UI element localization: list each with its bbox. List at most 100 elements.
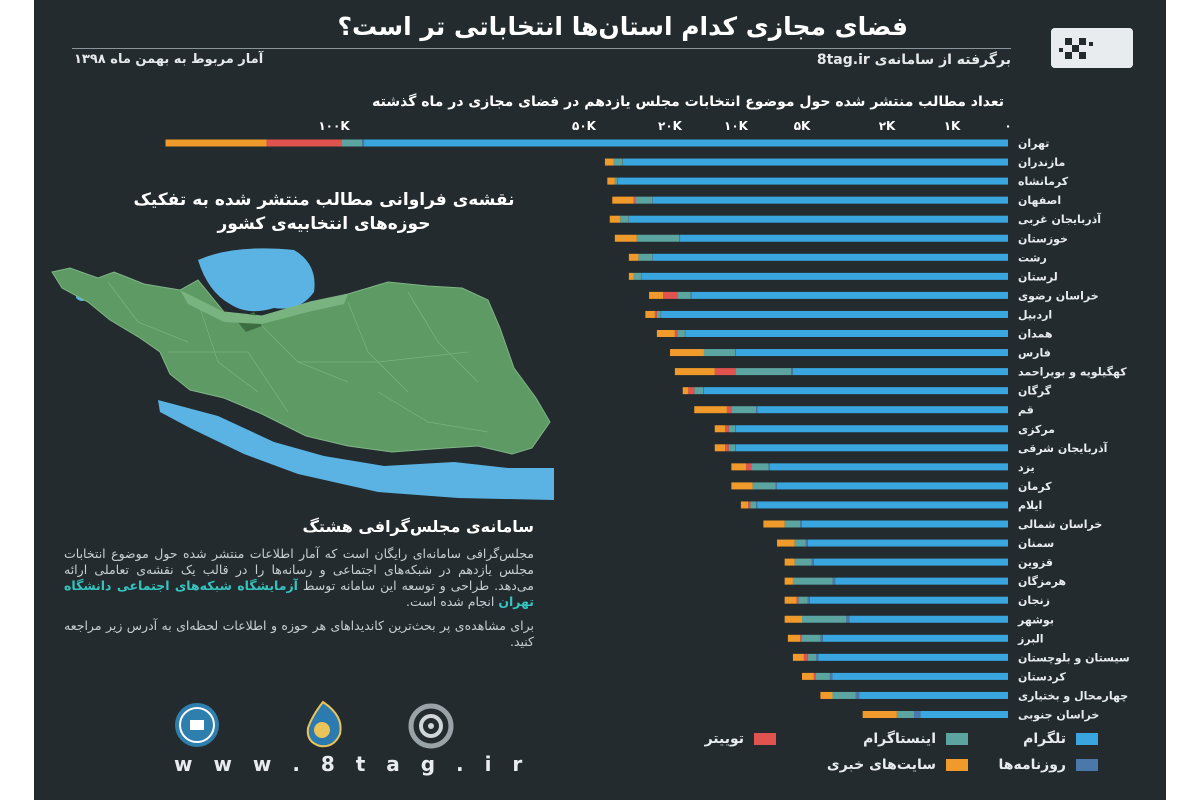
about-text-after: انجام شده است.	[406, 594, 495, 609]
bar-segment	[652, 253, 1008, 261]
bar-segment	[656, 310, 661, 318]
bar-segment	[802, 672, 814, 680]
category-label: رشت	[1018, 251, 1047, 264]
legend-newspapers-swatch	[1076, 759, 1098, 771]
bar-segment	[726, 406, 732, 414]
bar-segment	[703, 387, 704, 395]
bar-segment	[691, 291, 1008, 299]
bar-segment	[849, 615, 1008, 623]
bar-segment	[792, 368, 1008, 376]
legend-instagram-label: اینستاگرام	[863, 731, 936, 747]
bar-segment	[656, 330, 675, 337]
bar-segment	[913, 711, 921, 718]
category-label: یزد	[1018, 461, 1035, 474]
bar-segment	[859, 691, 1008, 699]
bar-segment	[832, 577, 836, 585]
x-tick-label: ۵۰K	[572, 119, 597, 133]
bar-segment	[807, 653, 816, 661]
category-label: آذربایجان شرقی	[1018, 441, 1108, 455]
bar-segment	[736, 444, 1008, 452]
bar-segment	[832, 672, 1008, 680]
bar-segment	[751, 463, 769, 471]
bar-segment	[813, 558, 1008, 566]
about-title: سامانه‌ی مجلس‌گرافی هشتگ	[302, 517, 534, 536]
bar-segment	[682, 387, 689, 395]
bar-segment	[792, 577, 833, 585]
bar-segment	[792, 653, 804, 661]
bar-segment	[613, 158, 623, 166]
bar-segment	[731, 482, 753, 490]
bar-segment	[832, 691, 856, 699]
category-label: اردبیل	[1018, 308, 1052, 321]
category-label: قزوین	[1018, 556, 1053, 569]
map-title: نقشه‌ی فراوانی مطالب منتشر شده به تفکیک …	[133, 190, 515, 234]
bar-segment	[663, 291, 678, 299]
category-label: هرمزگان	[1018, 575, 1066, 588]
category-label: کردستان	[1018, 670, 1066, 683]
bar-segment	[920, 711, 1008, 718]
bar-segment	[736, 425, 1008, 433]
bar-segment	[607, 177, 615, 185]
category-label: البرز	[1017, 632, 1044, 645]
bar-segment	[661, 310, 1008, 318]
legend-instagram: اینستاگرام	[863, 731, 968, 747]
bar-segment	[725, 425, 729, 433]
bar-segment	[725, 444, 729, 452]
about-paragraph: مجلس‌گرافی سامانه‌ای رایگان است که آمار …	[64, 546, 534, 610]
x-tick-label: ۱۰۰K	[318, 119, 350, 133]
bar-segment	[635, 196, 653, 204]
bar-segment	[685, 330, 1008, 337]
legend-twitter-swatch	[754, 733, 776, 745]
x-tick-label: ۲K	[879, 119, 896, 133]
bar-segment	[802, 634, 821, 642]
bar-segment	[638, 253, 653, 261]
bar-segment	[794, 539, 806, 547]
legend-news-sites-label: سایت‌های خبری	[826, 757, 936, 773]
bar-segment	[617, 177, 1008, 185]
bar-segment	[736, 349, 1008, 357]
category-label: لرستان	[1018, 270, 1058, 283]
bar-segment	[678, 234, 681, 242]
bar-segment	[756, 501, 758, 509]
website-url: w w w . 8 t a g . i r	[174, 752, 530, 776]
caspian-coast	[180, 290, 348, 324]
bar-segment	[763, 520, 785, 528]
lab-logo	[408, 703, 454, 749]
bar-segment	[822, 634, 1008, 642]
bar-segment	[677, 291, 691, 299]
bar-segment	[690, 291, 692, 299]
source-note: برگرفته از سامانه‌ی 8tag.ir	[816, 52, 1011, 68]
legend-news-sites-swatch	[946, 759, 968, 771]
bar-segment	[803, 653, 808, 661]
about-text-before: مجلس‌گرافی سامانه‌ای رایگان است که آمار …	[64, 546, 534, 593]
bar-segment	[341, 139, 363, 147]
bar-segment	[807, 539, 1008, 547]
bar-segment	[714, 368, 736, 376]
bar-segment	[735, 349, 736, 357]
caspian-sea	[198, 248, 315, 312]
category-label: مرکزی	[1018, 423, 1055, 436]
about-text: مجلس‌گرافی سامانه‌ای رایگان است که آمار …	[64, 546, 534, 658]
legend-telegram-swatch	[1076, 733, 1098, 745]
persian-gulf	[158, 400, 554, 500]
x-tick-label: ۲۰K	[658, 119, 683, 133]
legend-news-sites: سایت‌های خبری	[827, 757, 968, 773]
bar-segment	[796, 596, 799, 604]
bar-segment	[748, 501, 751, 509]
bar-segment	[800, 520, 802, 528]
bar-segment	[731, 463, 747, 471]
category-label: اصفهان	[1018, 194, 1061, 207]
bar-segment	[628, 253, 639, 261]
bar-segment	[612, 196, 634, 204]
bar-segment	[614, 234, 637, 242]
bar-segment	[674, 368, 715, 376]
bar-segment	[769, 463, 1008, 471]
legend-instagram-swatch	[946, 733, 968, 745]
bar-segment	[266, 139, 342, 147]
bar-segment	[714, 425, 726, 433]
category-label: خراسان رضوی	[1018, 289, 1099, 302]
bar-segment	[815, 653, 819, 661]
bar-segment	[802, 520, 1008, 528]
bar-segment	[165, 139, 267, 147]
bar-segment	[820, 634, 823, 642]
